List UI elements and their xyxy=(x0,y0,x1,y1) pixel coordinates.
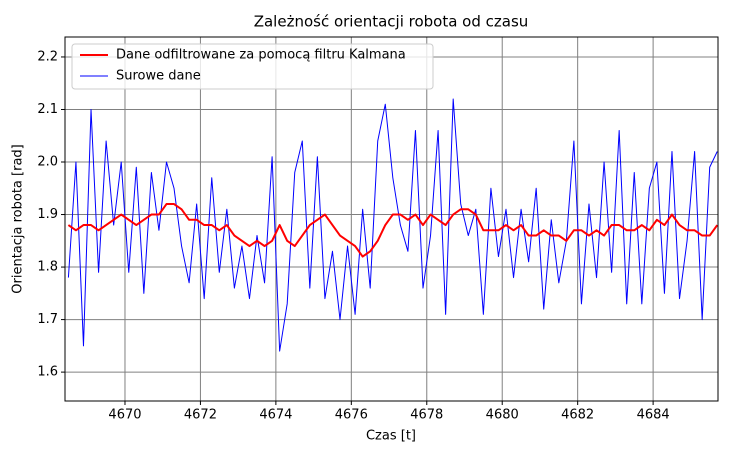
legend-box xyxy=(71,43,434,90)
series-line xyxy=(67,98,718,352)
x-tick-label: 4674 xyxy=(259,408,292,423)
x-tick-label: 4684 xyxy=(637,408,670,423)
y-tick-label: 2.0 xyxy=(37,155,58,170)
y-axis-label: Orientacja robota [rad] xyxy=(11,144,26,293)
x-axis-label: Czas [t] xyxy=(366,429,416,444)
plot-lines xyxy=(67,98,718,352)
x-tick-label: 4680 xyxy=(486,408,519,423)
x-tick-label: 4670 xyxy=(108,408,141,423)
x-tick-label: 4676 xyxy=(335,408,368,423)
y-tick-label: 1.8 xyxy=(37,260,58,275)
chart-title: Zależność orientacji robota od czasu xyxy=(254,13,529,31)
y-tick-label: 1.7 xyxy=(37,312,58,327)
plot-frame xyxy=(64,36,719,402)
y-tick-label: 2.2 xyxy=(37,49,58,64)
legend-label: Surowe dane xyxy=(116,69,201,84)
y-tick-label: 1.9 xyxy=(37,207,58,222)
x-tick-label: 4682 xyxy=(561,408,594,423)
series-line xyxy=(67,203,718,258)
legend: Dane odfiltrowane za pomocą filtru Kalma… xyxy=(71,43,434,90)
x-tick-label: 4672 xyxy=(184,408,217,423)
x-tick-label: 4678 xyxy=(410,408,443,423)
y-tick-label: 1.6 xyxy=(37,365,58,380)
legend-label: Dane odfiltrowane za pomocą filtru Kalma… xyxy=(116,48,406,63)
y-tick-label: 2.1 xyxy=(37,102,58,117)
